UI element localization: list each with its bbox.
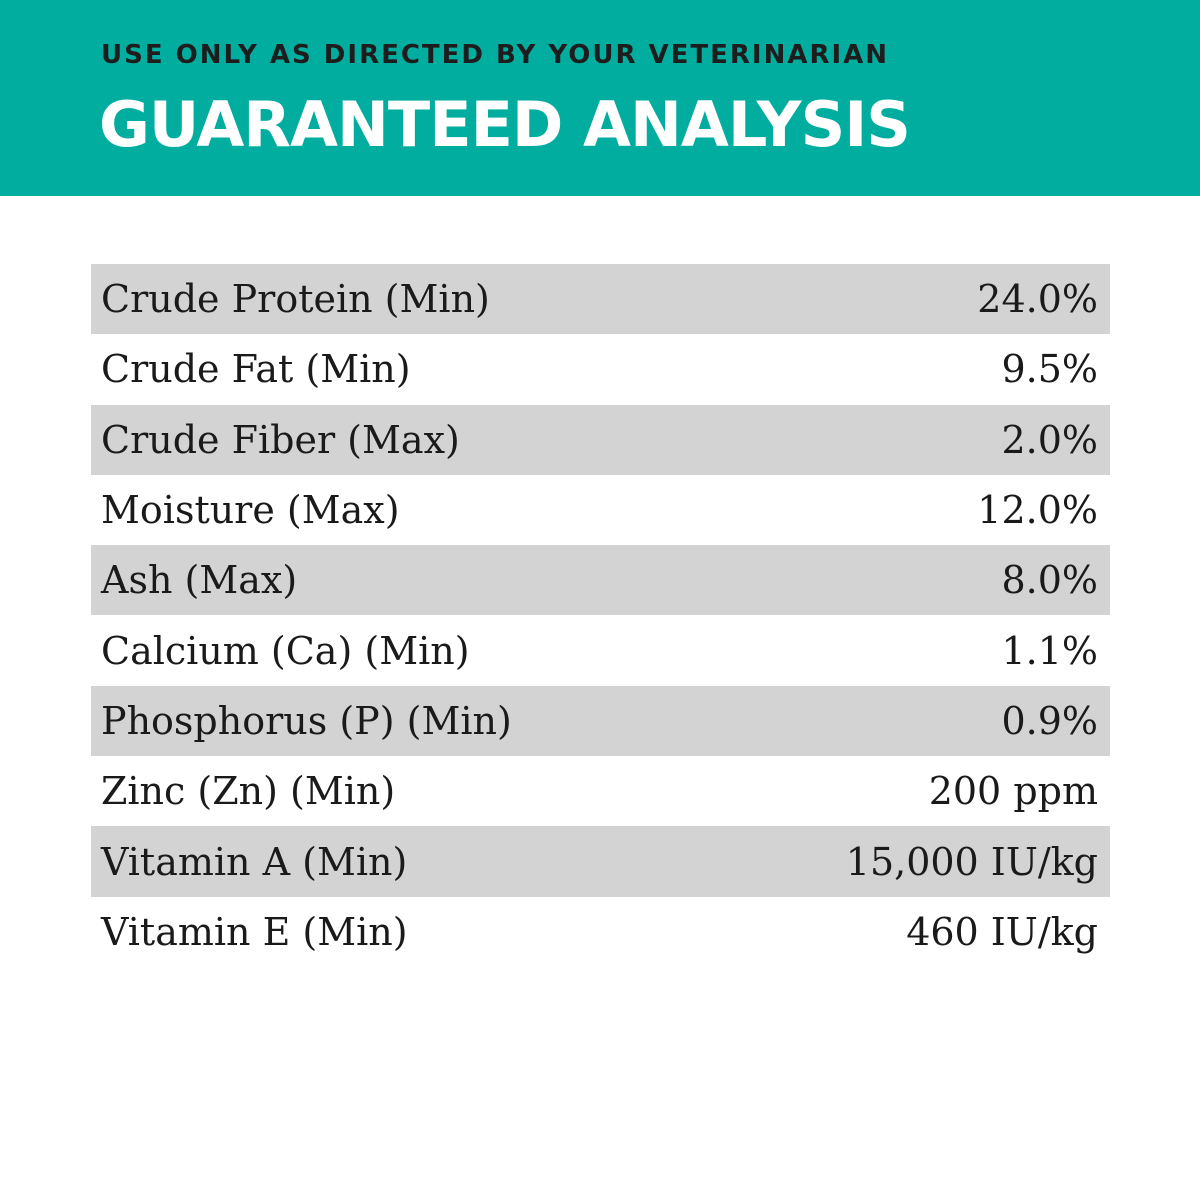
nutrient-value: 15,000 IU/kg	[845, 839, 1098, 884]
table-row: Phosphorus (P) (Min) 0.9%	[91, 685, 1110, 757]
nutrient-value: 9.5%	[1001, 347, 1098, 392]
nutrient-label: Crude Protein (Min)	[101, 277, 490, 322]
nutrient-value: 12.0%	[977, 488, 1098, 533]
nutrient-label: Vitamin E (Min)	[101, 909, 408, 954]
nutrient-value: 24.0%	[977, 277, 1098, 322]
header-banner: USE ONLY AS DIRECTED BY YOUR VETERINARIA…	[0, 0, 1200, 196]
nutrient-value: 460 IU/kg	[906, 909, 1098, 954]
page-title: GUARANTEED ANALYSIS	[99, 88, 911, 161]
nutrient-label: Crude Fat (Min)	[101, 347, 411, 392]
nutrient-value: 8.0%	[1001, 558, 1098, 603]
nutrient-label: Phosphorus (P) (Min)	[101, 698, 512, 743]
table-row: Crude Protein (Min) 24.0%	[91, 264, 1110, 335]
nutrient-label: Zinc (Zn) (Min)	[101, 769, 396, 814]
table-row: Moisture (Max) 12.0%	[91, 475, 1110, 545]
nutrient-value: 0.9%	[1001, 698, 1098, 743]
table-row: Calcium (Ca) (Min) 1.1%	[91, 615, 1110, 685]
table-row: Vitamin E (Min) 460 IU/kg	[91, 897, 1110, 967]
table-row: Vitamin A (Min) 15,000 IU/kg	[91, 826, 1110, 897]
nutrient-value: 2.0%	[1001, 417, 1098, 462]
nutrient-value: 1.1%	[1001, 628, 1098, 673]
nutrient-value: 200 ppm	[928, 769, 1098, 814]
nutrient-label: Crude Fiber (Max)	[101, 417, 460, 462]
nutrient-label: Calcium (Ca) (Min)	[101, 628, 470, 673]
table-row: Crude Fiber (Max) 2.0%	[91, 404, 1110, 475]
table-row: Crude Fat (Min) 9.5%	[91, 334, 1110, 404]
nutrient-label: Vitamin A (Min)	[101, 839, 408, 884]
guaranteed-analysis-table: Crude Protein (Min) 24.0% Crude Fat (Min…	[91, 264, 1110, 967]
nutrient-label: Moisture (Max)	[101, 488, 400, 533]
page-subtitle: USE ONLY AS DIRECTED BY YOUR VETERINARIA…	[101, 40, 890, 70]
nutrient-label: Ash (Max)	[101, 558, 298, 603]
table-row: Ash (Max) 8.0%	[91, 545, 1110, 616]
table-row: Zinc (Zn) (Min) 200 ppm	[91, 756, 1110, 826]
